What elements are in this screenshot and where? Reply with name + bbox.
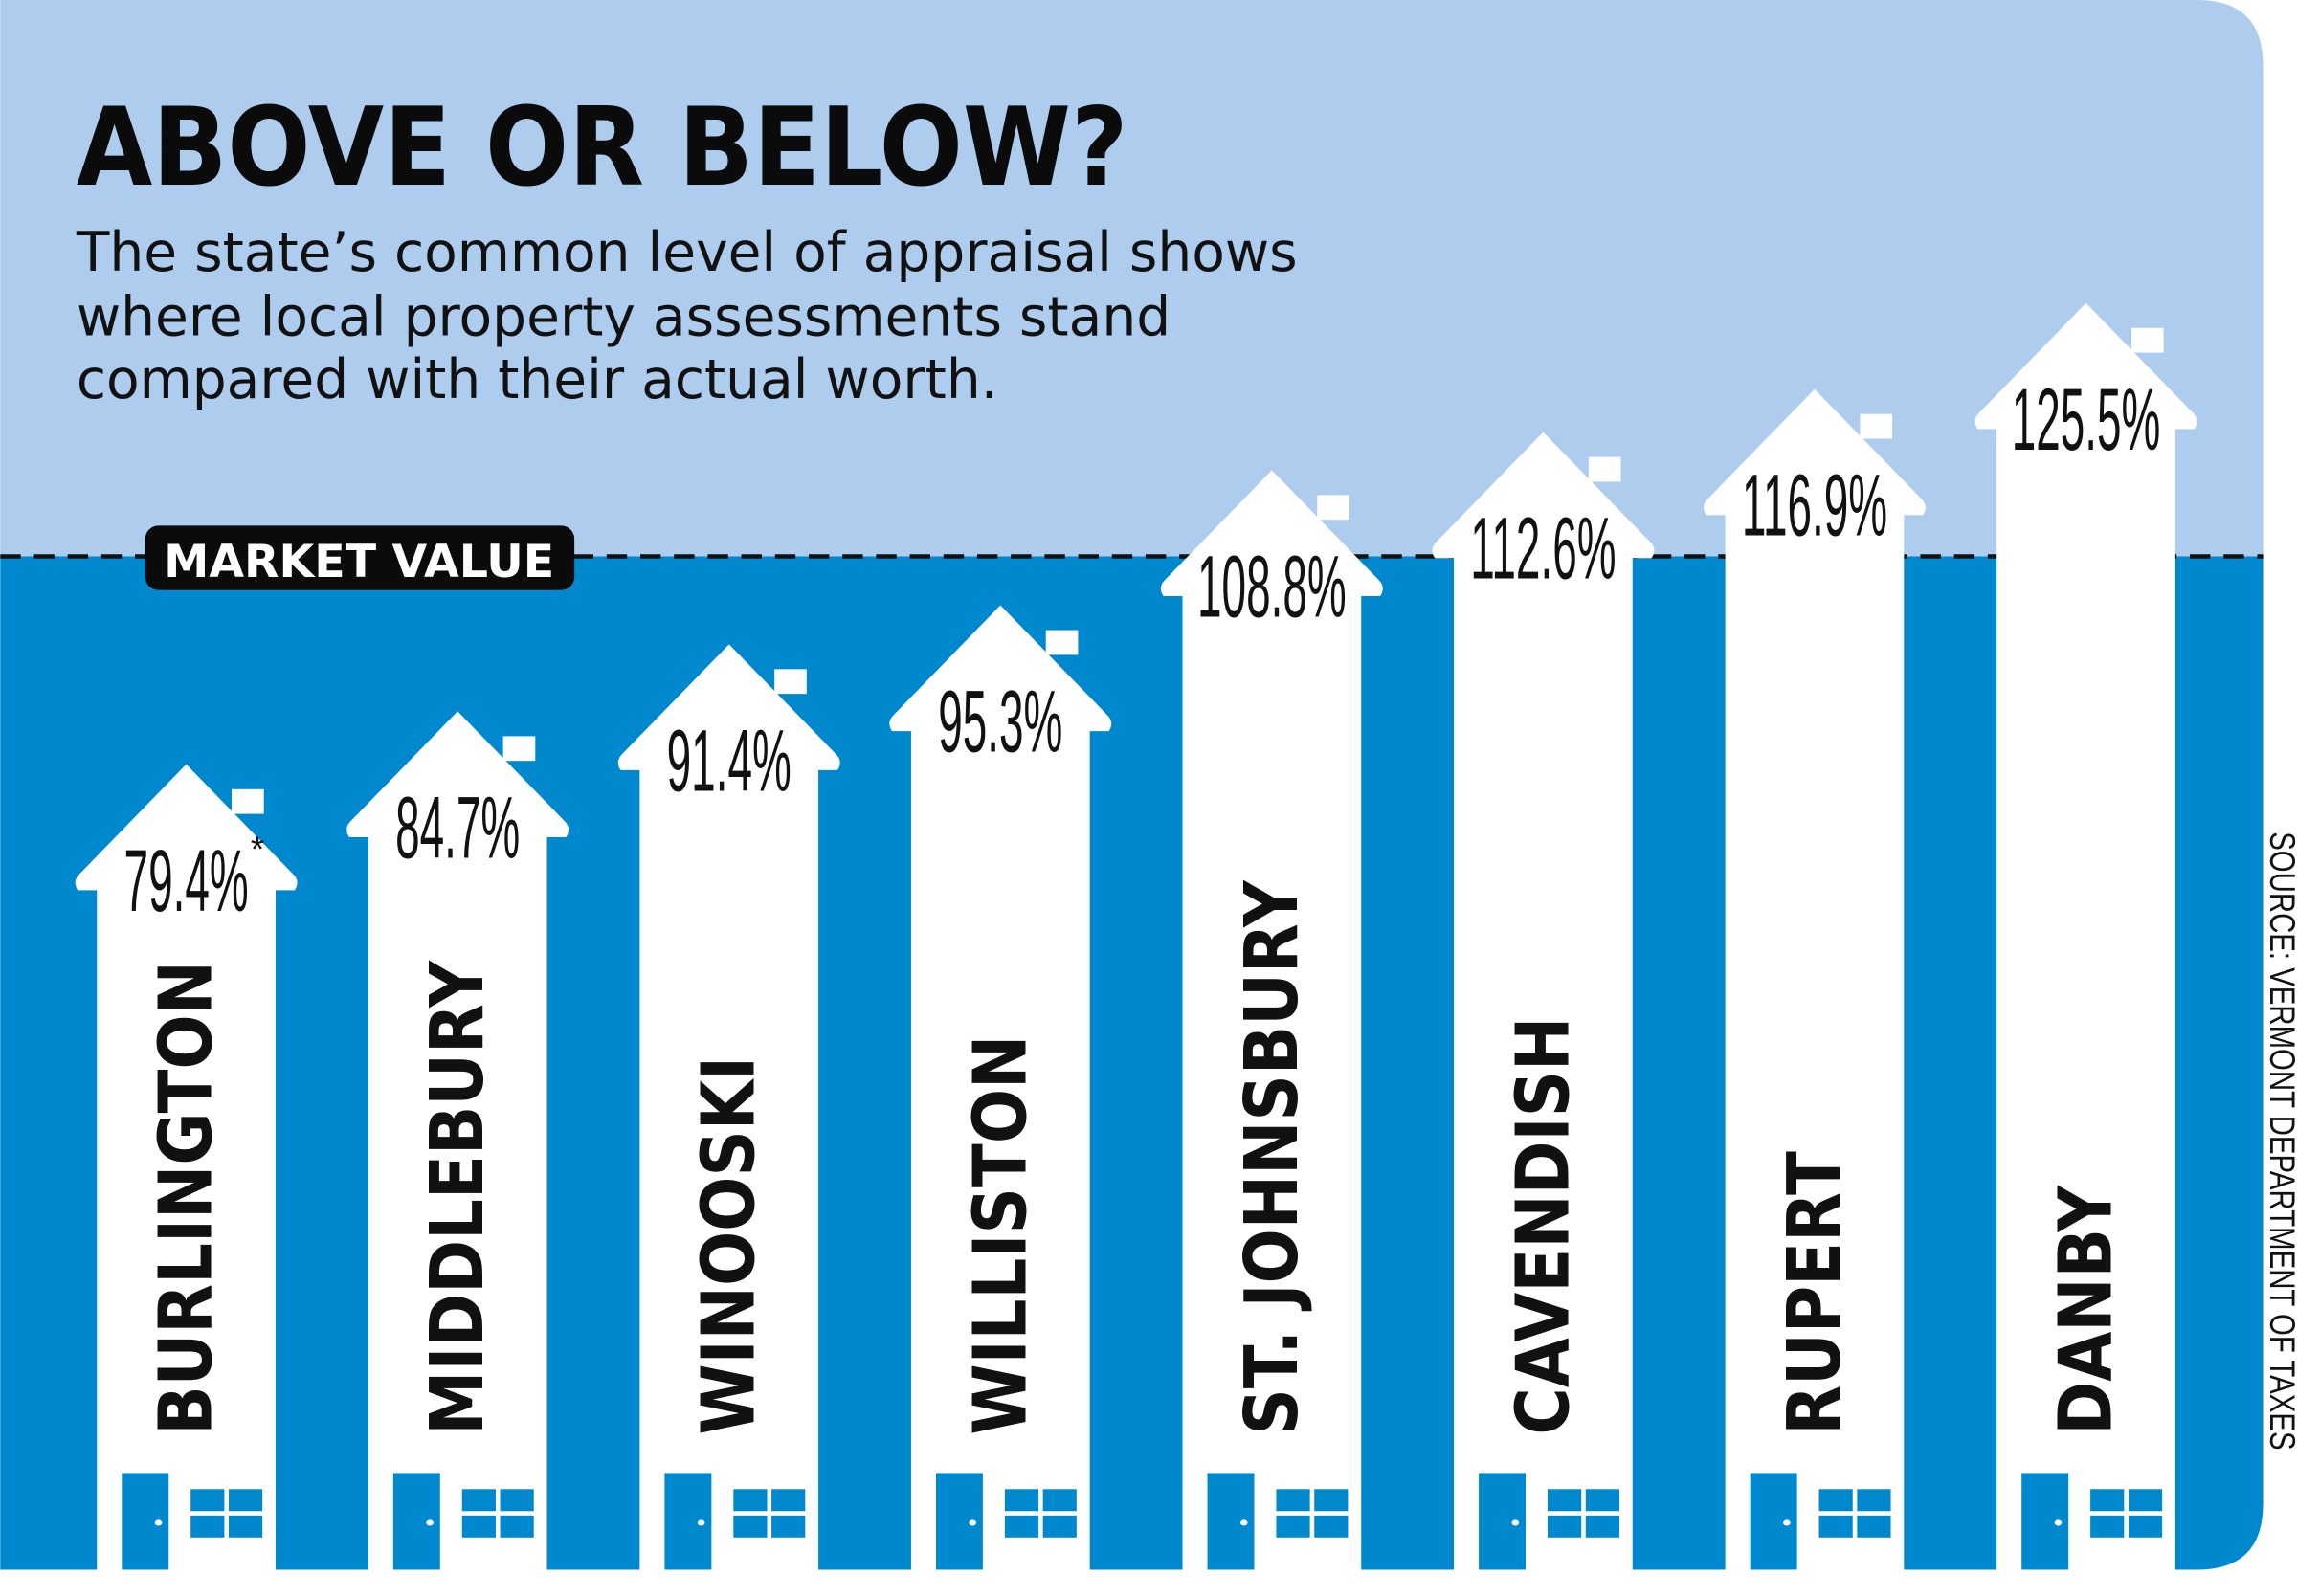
chimney [232,788,264,814]
house-bar-middlebury: 84.7% MIDDLEBURY [346,711,569,1570]
house-shape [346,711,569,1570]
house-bar-williston: 95.3% WILLISTON [889,605,1112,1570]
house-shape [617,644,840,1570]
house-bar-burlington: 79.4% * BURLINGTON [75,764,298,1570]
chimney [774,669,807,695]
door-knob [697,1519,705,1526]
window-icon [1004,1489,1077,1538]
value-label: 84.7% [395,779,520,876]
value-label: 79.4% [124,832,249,930]
subtitle-line-3: compared with their actual worth. [77,348,998,411]
door-icon [122,1473,169,1570]
house-shape [889,605,1112,1570]
house-bar-rupert: 116.9% RUPERT [1704,388,1926,1570]
door-knob [1511,1519,1520,1526]
value-label: 112.6% [1470,499,1616,597]
subtitle-line-2: where local property assessments stand [77,285,1171,348]
chimney [502,736,536,762]
window-icon [461,1489,534,1538]
category-label: RUPERT [1772,1151,1857,1435]
house-bar-st-johnsbury: 108.8% ST. JOHNSBURY [1160,470,1383,1570]
market-value-badge: MARKET VALUE [145,525,575,590]
category-label: CAVENDISH [1500,1017,1585,1435]
door-knob [154,1519,163,1526]
category-label: MIDDLEBURY [414,960,500,1434]
house-shape [1160,470,1383,1570]
window-icon [2090,1489,2163,1538]
window-icon [1548,1489,1619,1538]
door-knob [426,1519,434,1526]
chart-title: ABOVE OR BELOW? [77,84,1128,211]
window-icon [1818,1489,1891,1538]
door-icon [2021,1473,2069,1570]
chimney [1588,456,1621,482]
category-label: DANBY [2042,1185,2128,1434]
value-label: 91.4% [667,712,792,809]
value-label: 116.9% [1742,456,1887,554]
value-label: 95.3% [938,673,1062,770]
house-bar-danby: 125.5% DANBY [1974,302,2197,1570]
houses: 79.4% * BURLINGTON 84.7% MIDDLEBURY 91.4% WINO… [75,302,2197,1570]
door-icon [392,1473,440,1570]
door-icon [1207,1473,1255,1570]
subtitle-line-1: The state’s common level of appraisal sh… [76,221,1298,284]
category-label: BURLINGTON [143,961,228,1435]
door-icon [1479,1473,1527,1570]
background-below [0,556,2264,1570]
value-label: 125.5% [2012,371,2161,469]
source-note: SOURCE: VERMONT DEPARTMENT OF TAXES [2262,831,2297,1450]
value-label: 108.8% [1197,538,1347,635]
chimney [2130,327,2164,353]
house-shape [1974,302,2197,1570]
house-bar-cavendish: 112.6% CAVENDISH [1432,432,1655,1570]
chimney [1317,495,1349,521]
window-icon [733,1489,806,1538]
house-shape [1432,432,1655,1570]
background-above [0,0,2264,557]
door-knob [2054,1519,2063,1526]
window-icon [1276,1489,1349,1538]
footnote-marker: * [251,830,264,869]
category-label: ST. JOHNSBURY [1229,879,1314,1434]
door-icon [664,1473,712,1570]
category-label: WINOOSKI [686,1056,771,1435]
category-label: WILLISTON [957,1035,1042,1435]
house-bar-winooski: 91.4% WINOOSKI [617,644,840,1570]
market-value-label: MARKET VALUE [164,536,554,588]
window-icon [190,1489,263,1538]
door-knob [1783,1519,1791,1526]
house-shape [1704,388,1926,1570]
door-knob [969,1519,977,1526]
door-icon [1750,1473,1797,1570]
door-icon [935,1473,983,1570]
chimney [1045,630,1079,655]
door-knob [1239,1519,1248,1526]
house-shape [75,764,298,1570]
chimney [1860,413,1893,439]
